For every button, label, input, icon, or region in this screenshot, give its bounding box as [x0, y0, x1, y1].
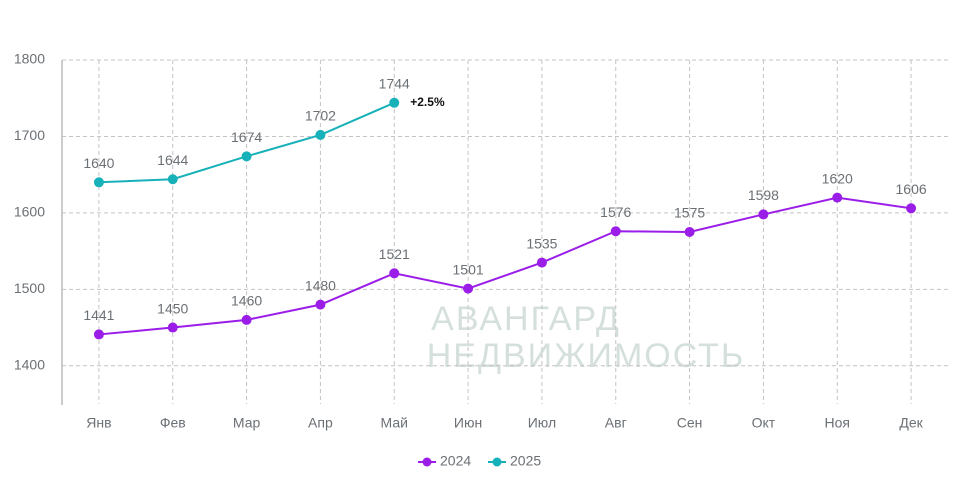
y-tick-label: 1800 — [14, 51, 45, 67]
point — [463, 283, 474, 294]
point — [93, 177, 104, 188]
watermark: АВАНГАРД — [431, 300, 621, 338]
data-label: 1480 — [305, 277, 336, 293]
point — [758, 209, 769, 220]
x-tick-label: Мар — [233, 415, 261, 431]
point — [241, 151, 252, 162]
legend-label: 2024 — [440, 453, 471, 469]
data-label: 1575 — [674, 205, 705, 221]
x-tick-label: Апр — [308, 415, 333, 431]
point — [832, 192, 843, 203]
x-tick-label: Ноя — [825, 415, 850, 431]
data-label: 1576 — [600, 204, 631, 220]
data-label: 1450 — [157, 300, 188, 316]
data-label: 1744 — [379, 76, 410, 92]
legend-label: 2025 — [510, 453, 541, 469]
point — [315, 299, 326, 310]
data-label: 1674 — [231, 129, 262, 145]
data-label: 1521 — [379, 246, 410, 262]
x-tick-label: Янв — [86, 415, 111, 431]
x-tick-label: Авг — [605, 415, 627, 431]
x-tick-label: Фев — [160, 415, 186, 431]
data-label: 1598 — [748, 187, 779, 203]
point — [167, 322, 178, 333]
data-label: 1640 — [83, 155, 114, 171]
legend-marker — [492, 457, 502, 467]
point — [536, 257, 547, 268]
point — [315, 129, 326, 140]
x-tick-label: Май — [381, 415, 408, 431]
point — [389, 97, 400, 108]
x-tick-label: Окт — [752, 415, 776, 431]
data-label: 1501 — [453, 261, 484, 277]
point — [684, 227, 695, 237]
watermark: НЕДВИЖИМОСТЬ — [427, 337, 745, 375]
x-tick-label: Июл — [528, 415, 556, 431]
annotation: +2.5% — [410, 95, 445, 109]
y-tick-label: 1600 — [14, 204, 45, 220]
data-label: 1460 — [231, 293, 262, 309]
y-tick-label: 1700 — [14, 127, 45, 143]
legend-marker — [422, 457, 432, 467]
data-label: 1441 — [83, 307, 114, 323]
point — [906, 203, 917, 214]
point — [610, 226, 621, 237]
data-label: 1702 — [305, 108, 336, 124]
series-line — [98, 196, 912, 336]
data-label: 1620 — [822, 170, 853, 186]
y-tick-label: 1500 — [14, 280, 45, 296]
point — [93, 329, 104, 340]
data-label: 1606 — [896, 181, 927, 197]
data-label: 1644 — [157, 152, 188, 168]
x-tick-label: Июн — [454, 415, 482, 431]
x-tick-label: Дек — [899, 415, 923, 431]
y-tick-label: 1400 — [14, 356, 45, 372]
x-tick-label: Сен — [677, 415, 703, 431]
point — [389, 268, 400, 279]
point — [167, 174, 178, 185]
data-label: 1535 — [526, 235, 557, 251]
point — [241, 314, 252, 325]
